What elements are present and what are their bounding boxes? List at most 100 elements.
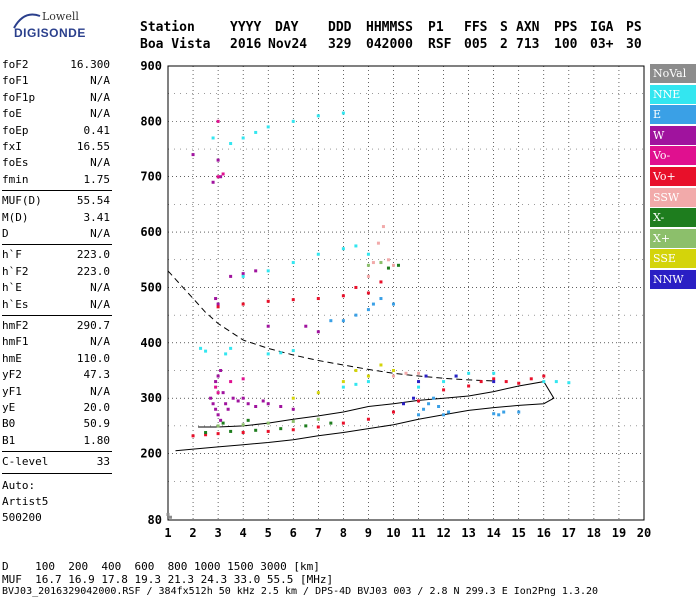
x-tick-label: 19 [612,526,626,540]
data-point [371,302,375,306]
data-point [291,419,295,423]
data-point [386,266,390,270]
x-tick-label: 10 [386,526,400,540]
data-point [211,402,215,406]
logo-line2: DIGISONDE [14,26,86,40]
param-name: foE [2,107,22,121]
data-point [226,407,230,411]
data-point [316,252,320,256]
header-label: DDD [328,20,352,35]
data-point [219,369,223,373]
data-point [241,377,245,381]
data-point [341,380,345,384]
data-point [221,172,225,176]
data-point [354,369,358,373]
header-label: HHMMSS [366,20,413,35]
footer-muf-line: MUF 16.7 16.9 17.8 19.3 21.3 24.3 33.0 5… [2,573,334,586]
legend-item-x: X- [650,208,696,228]
data-point [266,269,270,273]
data-point [417,399,421,403]
param-row: h`F 223.0 [2,248,110,266]
data-point [216,374,220,378]
param-value: N/A [90,227,110,240]
data-point [502,410,506,414]
param-value: 1.80 [83,433,111,447]
data-point [316,114,320,118]
param-separator [2,244,112,246]
data-point [221,391,225,395]
param-name: D [2,227,9,240]
data-point [492,377,496,381]
data-point [417,380,421,384]
data-point [199,346,203,350]
data-point [304,424,308,428]
data-point [266,324,270,328]
data-point [366,374,370,378]
data-point [442,413,446,417]
data-point [422,407,426,411]
data-point [216,413,220,417]
x-tick-label: 1 [164,526,171,540]
data-point [216,119,220,123]
data-point [241,274,245,278]
data-point [229,429,233,433]
data-point [214,297,218,301]
data-point [354,244,358,248]
header-label: YYYY [230,20,262,35]
param-name: M(D) [2,210,29,224]
data-point [166,512,170,516]
param-value: 290.7 [76,319,110,332]
param-value: N/A [90,156,110,170]
data-point [291,298,295,302]
data-point [266,402,270,406]
legend-item-nne: NNE [650,84,696,104]
param-row: hmE 110.0 [2,352,110,370]
data-point [266,429,270,433]
data-point [291,119,295,123]
header-value: 005 [464,37,488,52]
header-label: PPS [554,20,578,35]
data-point [291,349,295,353]
data-point [542,380,546,384]
x-tick-label: 20 [637,526,651,540]
param-name: hmE [2,351,22,365]
param-row: yE 20.0 [2,401,110,419]
data-point [261,399,265,403]
data-point [219,418,223,422]
x-tick-label: 11 [411,526,425,540]
data-point [386,258,390,262]
data-point [191,434,195,438]
data-point [366,291,370,295]
data-point [216,302,220,306]
x-tick-label: 12 [436,526,450,540]
param-row: h`F2 223.0 [2,265,110,283]
legend-item-x: X+ [650,228,696,248]
x-tick-label: 17 [562,526,576,540]
param-value: N/A [90,74,110,88]
data-point [316,425,320,429]
param-row: hmF2 290.7 [2,319,110,337]
param-separator [2,451,112,453]
data-point [497,413,501,417]
legend-item-e: E [650,105,696,125]
data-point [354,382,358,386]
data-point [279,351,283,355]
data-point [379,297,383,301]
x-tick-label: 16 [537,526,551,540]
param-value: 3.41 [83,210,111,224]
data-point [241,136,245,140]
data-point [492,412,496,416]
data-point [291,261,295,265]
data-point [316,391,320,395]
data-point [231,396,235,400]
data-point [341,421,345,425]
param-separator [2,315,112,316]
data-point [211,180,215,184]
lowell-digisonde-logo: Lowell DIGISONDE [10,8,85,48]
data-point [214,380,218,384]
header-value: RSF [428,37,452,52]
data-point [316,417,320,421]
param-name: hmF2 [2,319,29,332]
data-point [191,153,195,157]
